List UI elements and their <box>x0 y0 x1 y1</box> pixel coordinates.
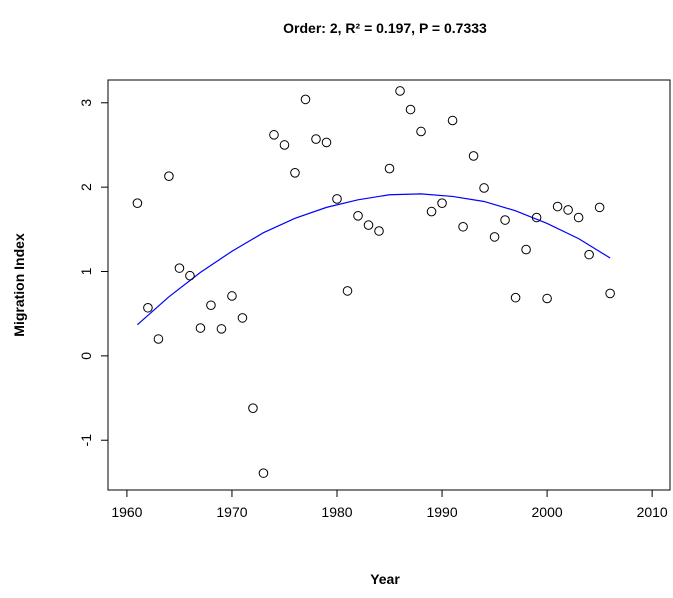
point <box>332 194 342 204</box>
point <box>500 215 510 225</box>
fit-line <box>137 193 611 326</box>
point <box>153 334 164 344</box>
plot-box <box>107 79 671 491</box>
point <box>458 221 468 232</box>
point <box>227 291 237 301</box>
point <box>164 171 174 181</box>
point <box>584 249 594 260</box>
point <box>300 94 311 105</box>
point <box>489 232 500 242</box>
y-axis-label: Migration Index <box>11 233 27 337</box>
point <box>269 130 279 140</box>
point <box>384 163 395 174</box>
point <box>279 140 290 150</box>
point <box>185 270 195 281</box>
point <box>174 263 185 273</box>
point <box>479 183 489 193</box>
point <box>426 206 437 217</box>
point <box>510 292 521 303</box>
point <box>605 288 615 299</box>
point <box>258 468 269 478</box>
point <box>132 198 143 208</box>
x-tick-label: 1980 <box>321 504 352 520</box>
y-tick-label: 2 <box>78 183 94 191</box>
x-tick-label: 1970 <box>216 504 247 520</box>
point <box>468 151 479 161</box>
point <box>447 115 458 126</box>
point <box>573 212 584 223</box>
point <box>594 202 605 213</box>
point <box>342 286 353 296</box>
point <box>363 220 374 230</box>
point <box>405 104 416 115</box>
point <box>437 198 447 208</box>
point <box>290 167 300 178</box>
point <box>353 211 363 221</box>
point <box>552 201 563 212</box>
point <box>321 137 332 148</box>
point <box>237 313 248 323</box>
y-tick-label: 1 <box>78 267 94 275</box>
point <box>195 323 206 333</box>
point <box>531 212 542 223</box>
y-tick-label: 0 <box>78 352 94 360</box>
y-tick-label: -1 <box>78 434 94 447</box>
point <box>395 86 405 96</box>
x-tick-label: 2000 <box>532 504 563 520</box>
point <box>563 205 573 215</box>
point <box>206 300 216 311</box>
point <box>374 226 384 236</box>
point <box>311 134 321 144</box>
x-tick-label: 1960 <box>111 504 142 520</box>
point <box>216 324 227 334</box>
point <box>542 293 552 304</box>
chart-title: Order: 2, R² = 0.197, P = 0.7333 <box>283 20 487 36</box>
point <box>248 403 258 413</box>
point <box>416 126 426 137</box>
x-axis-label: Year <box>370 571 400 587</box>
x-tick-label: 2010 <box>637 504 668 520</box>
x-tick-label: 1990 <box>426 504 457 520</box>
point <box>143 302 153 313</box>
y-tick-label: 3 <box>78 99 94 107</box>
point <box>521 244 531 255</box>
